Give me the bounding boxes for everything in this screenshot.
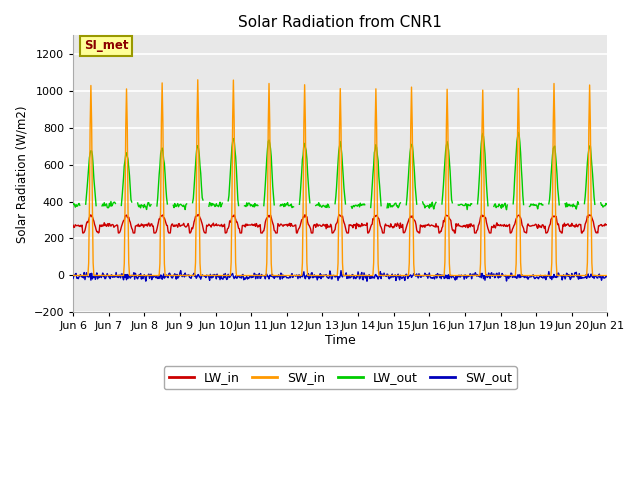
Title: Solar Radiation from CNR1: Solar Radiation from CNR1 (238, 15, 442, 30)
Text: SI_met: SI_met (84, 39, 128, 52)
Legend: LW_in, SW_in, LW_out, SW_out: LW_in, SW_in, LW_out, SW_out (164, 366, 517, 389)
X-axis label: Time: Time (325, 334, 356, 347)
Y-axis label: Solar Radiation (W/m2): Solar Radiation (W/m2) (15, 105, 28, 242)
